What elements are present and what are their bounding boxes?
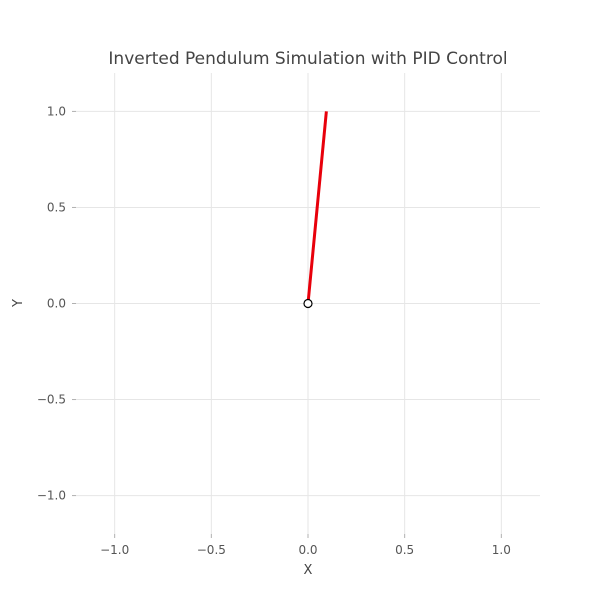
y-tick-label: 1.0 xyxy=(47,104,66,118)
x-tick-label: 1.0 xyxy=(492,543,511,557)
x-tick-label: −1.0 xyxy=(100,543,129,557)
y-tick-label: −1.0 xyxy=(37,489,66,503)
pivot-marker xyxy=(303,298,313,309)
x-tick-label: 0.5 xyxy=(395,543,414,557)
pendulum-rod xyxy=(306,111,328,304)
x-tick-label: −0.5 xyxy=(197,543,226,557)
y-tick-label: 0.5 xyxy=(47,200,66,214)
y-axis-label: Y xyxy=(11,299,26,308)
chart-title: Inverted Pendulum Simulation with PID Co… xyxy=(108,49,507,69)
data-layer xyxy=(303,111,328,309)
y-tick-label: −0.5 xyxy=(37,393,66,407)
grid-layer xyxy=(76,73,540,534)
tick-layer: −1.0 −0.5 0.0 0.5 1.0 −1.0 −0.5 0.0 0.5 1.0 xyxy=(37,104,511,557)
x-axis-label: X xyxy=(304,563,313,578)
y-tick-label: 0.0 xyxy=(47,297,66,311)
x-tick-label: 0.0 xyxy=(298,543,317,557)
